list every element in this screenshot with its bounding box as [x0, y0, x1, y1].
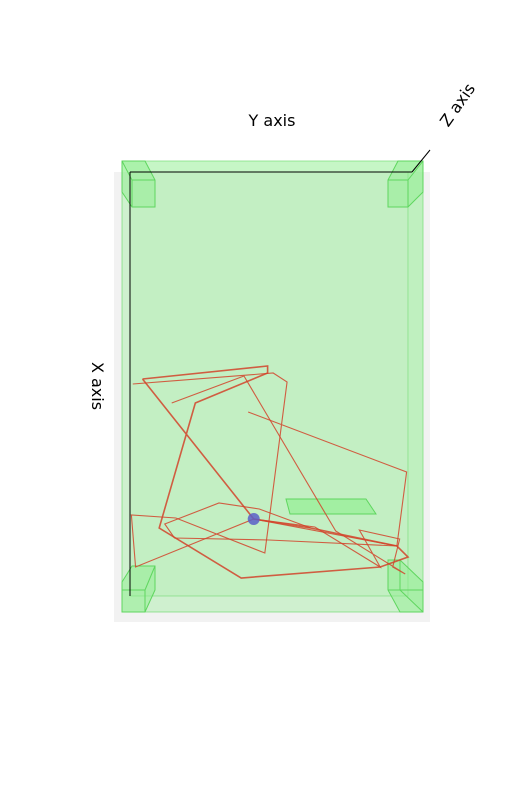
z-axis-label: Z axis [436, 80, 479, 130]
ray-path-2 [130, 372, 408, 568]
room-top-face [122, 161, 423, 172]
ray-paths [130, 365, 410, 579]
ray-path-4 [163, 502, 397, 547]
z-axis-line [411, 149, 431, 173]
obstacle-slab [285, 498, 377, 515]
y-axis-label: Y axis [248, 111, 296, 130]
axes [129, 149, 431, 596]
ray-path-3 [171, 375, 406, 575]
room-front-face [129, 171, 409, 597]
x-axis-label: X axis [88, 362, 107, 410]
room-right-face [408, 161, 423, 612]
source-point [247, 513, 260, 525]
ray-path-1 [141, 365, 410, 579]
room-volume [114, 160, 430, 622]
